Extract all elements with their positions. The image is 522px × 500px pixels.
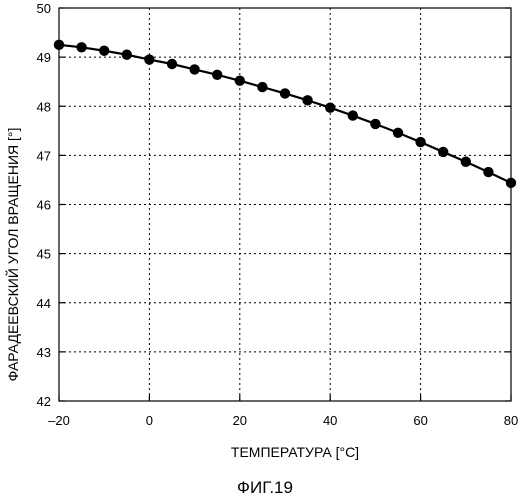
x-tick-label: 40	[323, 413, 337, 428]
data-point	[461, 157, 471, 167]
data-point	[235, 76, 245, 86]
x-tick-label: 60	[413, 413, 427, 428]
data-point	[325, 103, 335, 113]
data-point	[438, 147, 448, 157]
y-tick-label: 42	[37, 394, 51, 409]
y-tick-label: 46	[37, 198, 51, 213]
y-tick-label: 43	[37, 345, 51, 360]
data-point	[122, 49, 132, 59]
y-tick-label: 49	[37, 50, 51, 65]
tick-labels: –20 0 20 40 60 80 42 43 44 45 46 47 48 49 50	[37, 1, 519, 428]
series-line	[59, 45, 511, 183]
data-point	[370, 119, 380, 129]
data-point	[280, 88, 290, 98]
data-point	[189, 64, 199, 74]
data-point	[483, 167, 493, 177]
y-tick-label: 45	[37, 247, 51, 262]
figure-caption: ФИГ.19	[237, 478, 293, 497]
y-tick-label: 47	[37, 148, 51, 163]
data-point	[76, 42, 86, 52]
data-point	[415, 137, 425, 147]
x-tick-label: 20	[233, 413, 247, 428]
x-tick-label: –20	[48, 413, 70, 428]
data-point	[393, 128, 403, 138]
x-axis-title: ТЕМПЕРАТУРА [°C]	[231, 444, 359, 460]
data-point	[144, 54, 154, 64]
x-tick-label: 0	[146, 413, 153, 428]
y-tick-label: 50	[37, 1, 51, 16]
y-axis-title: ФАРАДЕЕВСКИЙ УГОЛ ВРАЩЕНИЯ [°]	[4, 128, 21, 382]
data-point	[212, 70, 222, 80]
data-point	[54, 40, 64, 50]
y-tick-label: 48	[37, 99, 51, 114]
data-point	[167, 59, 177, 69]
y-tick-label: 44	[37, 296, 51, 311]
grid-lines	[59, 8, 511, 401]
data-point	[99, 46, 109, 56]
data-series	[54, 40, 516, 188]
data-point	[348, 110, 358, 120]
data-point	[506, 178, 516, 188]
data-point	[257, 82, 267, 92]
data-point	[302, 95, 312, 105]
x-tick-label: 80	[504, 413, 518, 428]
